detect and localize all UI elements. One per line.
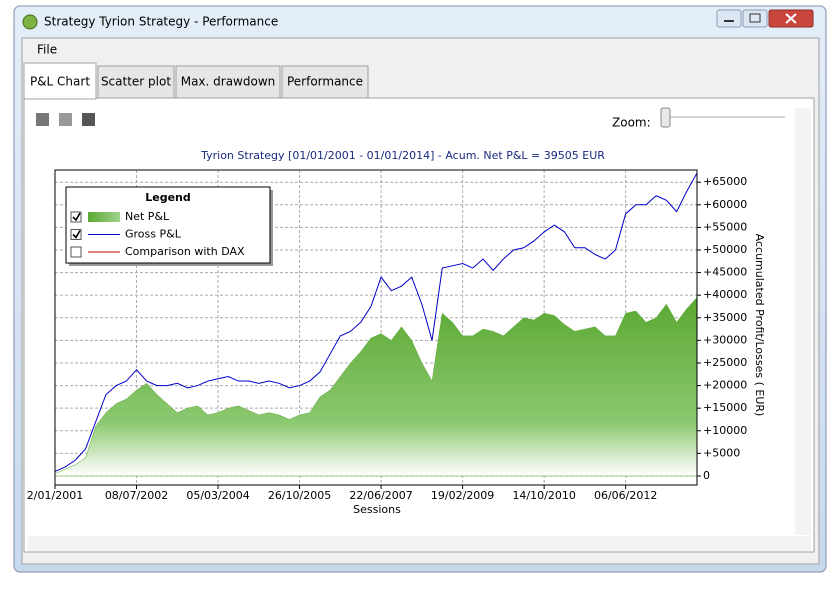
legend-checkbox[interactable] — [70, 211, 82, 223]
legend-box — [65, 186, 271, 264]
y-tick-label: +60000 — [703, 198, 747, 211]
legend-checkbox[interactable] — [70, 229, 82, 240]
y-axis-label: Accumulated Profit/Losses ( EUR) — [753, 234, 766, 417]
minimize-button[interactable] — [716, 9, 742, 28]
window-title: Strategy Tyrion Strategy - Performance — [44, 15, 278, 29]
y-tick-label: +55000 — [703, 220, 747, 233]
x-axis-label: Sessions — [353, 503, 401, 516]
print-icon[interactable] — [36, 113, 49, 126]
y-tick-label: +40000 — [703, 288, 747, 301]
chart-title: Tyrion Strategy [01/01/2001 - 01/01/2014… — [200, 149, 605, 162]
x-tick-label: 22/06/2007 — [349, 489, 412, 502]
y-tick-label: +20000 — [703, 379, 747, 392]
legend-label: Comparison with DAX — [125, 245, 245, 258]
zoom-thumb[interactable] — [660, 107, 671, 128]
y-tick-label: 0 — [703, 469, 710, 482]
y-tick-label: +30000 — [703, 333, 747, 346]
x-tick-label: 19/02/2009 — [431, 489, 494, 502]
x-tick-label: 06/06/2012 — [594, 489, 657, 502]
x-tick-label: 08/07/2002 — [105, 489, 168, 502]
tab[interactable] — [281, 65, 369, 99]
checkmark — [72, 230, 81, 239]
vertical-scrollbar[interactable] — [795, 108, 811, 535]
close-icon — [785, 13, 797, 24]
tab-label: Max. drawdown — [181, 75, 276, 89]
x-tick-label: 05/03/2004 — [186, 489, 249, 502]
x-tick-label: 26/10/2005 — [268, 489, 331, 502]
y-tick-label: +15000 — [703, 401, 747, 414]
gross-line — [54, 172, 698, 472]
tab-label: P&L Chart — [30, 75, 90, 89]
copy-icon[interactable] — [59, 113, 72, 126]
y-tick-label: +25000 — [703, 356, 747, 369]
x-tick-label: 2/01/2001 — [27, 489, 83, 502]
checkmark — [72, 212, 81, 222]
y-tick-label: +35000 — [703, 311, 747, 324]
legend-swatch — [88, 212, 120, 222]
net-area — [54, 296, 698, 477]
menu-item[interactable]: File — [37, 43, 57, 57]
y-tick-label: +5000 — [703, 446, 740, 459]
maximize-icon — [749, 13, 761, 23]
horizontal-scrollbar[interactable] — [28, 536, 811, 551]
app-icon — [22, 14, 38, 30]
y-tick-label: +50000 — [703, 243, 747, 256]
legend-label: Net P&L — [125, 210, 170, 223]
y-tick-label: +10000 — [703, 424, 747, 437]
legend-title: Legend — [145, 191, 191, 204]
tab[interactable] — [175, 65, 281, 99]
plot-frame — [54, 169, 698, 486]
y-tick-label: +65000 — [703, 175, 747, 188]
legend-label: Gross P&L — [125, 228, 182, 241]
tab-label: Scatter plot — [101, 75, 171, 89]
y-tick-label: +45000 — [703, 266, 747, 279]
zoom-label: Zoom: — [612, 116, 651, 130]
legend-checkbox[interactable] — [70, 246, 82, 258]
tab[interactable] — [97, 65, 175, 99]
save-icon[interactable] — [82, 113, 95, 126]
x-tick-label: 14/10/2010 — [512, 489, 575, 502]
maximize-button[interactable] — [742, 9, 768, 28]
tab-label: Performance — [287, 75, 363, 89]
tab[interactable] — [23, 62, 97, 100]
